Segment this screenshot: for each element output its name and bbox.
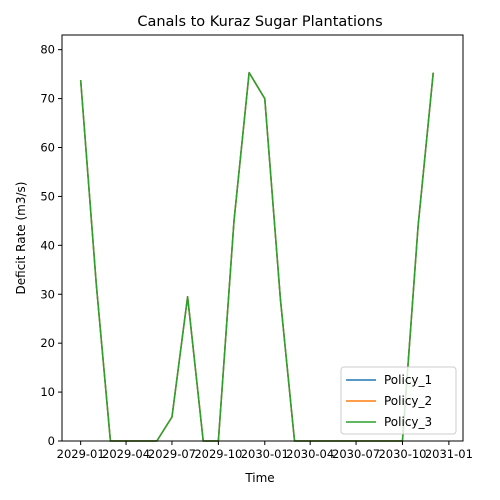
axes-layer <box>61 34 464 442</box>
x-tick-label: 2031-01 <box>425 447 473 461</box>
y-tick-label: 70 <box>40 92 55 106</box>
x-tick-label: 2029-07 <box>148 447 196 461</box>
x-tick-label: 2029-04 <box>102 447 150 461</box>
x-tick-label: 2029-01 <box>57 447 105 461</box>
y-tick-label: 20 <box>40 336 55 350</box>
y-tick-label: 10 <box>40 385 55 399</box>
legend-label: Policy_2 <box>384 394 432 408</box>
legend-box <box>340 366 457 435</box>
y-tick-label: 60 <box>40 141 55 155</box>
x-tick-label: 2030-01 <box>241 447 289 461</box>
y-axis-ticks: 0 10 20 30 40 50 60 70 80 <box>40 43 62 448</box>
y-axis-label: Deficit Rate (m3/s) <box>14 182 28 295</box>
legend-label: Policy_1 <box>384 373 432 387</box>
y-tick-label: 50 <box>40 189 55 203</box>
chart-title: Canals to Kuraz Sugar Plantations <box>137 14 382 30</box>
legend: Policy_1 Policy_2 Policy_3 <box>340 366 457 435</box>
x-tick-label: 2030-10 <box>378 447 426 461</box>
y-tick-label: 40 <box>40 238 55 252</box>
x-axis-ticks: 2029-012029-042029-072029-102030-012030-… <box>57 441 473 461</box>
y-tick-label: 0 <box>48 434 55 448</box>
axes-frame <box>61 34 464 442</box>
x-tick-label: 2029-10 <box>194 447 242 461</box>
x-axis-label: Time <box>244 471 274 485</box>
x-tick-label: 2030-04 <box>286 447 334 461</box>
y-tick-label: 80 <box>40 43 55 57</box>
x-tick-label: 2030-07 <box>332 447 380 461</box>
legend-label: Policy_3 <box>384 415 432 429</box>
y-tick-label: 30 <box>40 287 55 301</box>
